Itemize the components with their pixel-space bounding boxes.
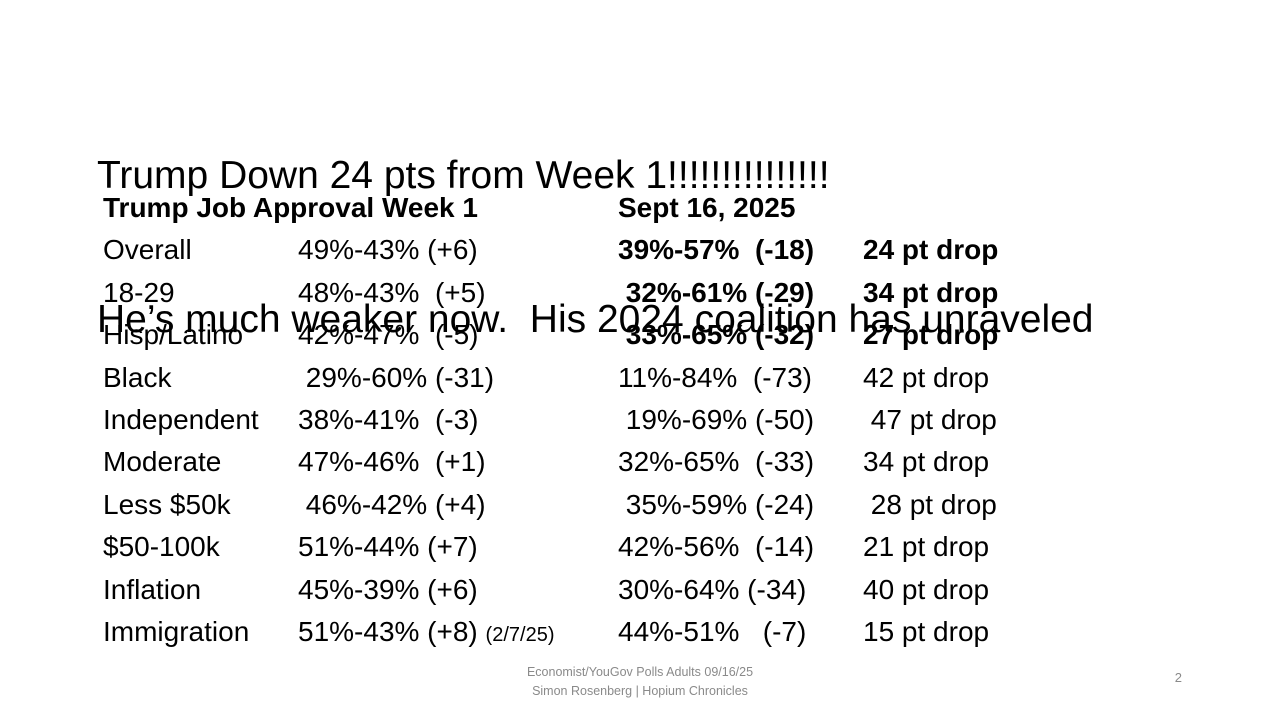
- page-number: 2: [1174, 670, 1182, 685]
- table-row: Inflation 45%-39% (+6) 30%-64% (-34) 40 pt …: [103, 569, 998, 611]
- row-sept: 33%-65% (-32): [618, 319, 815, 351]
- row-label: Independent: [103, 403, 259, 435]
- table-header-week1: Trump Job Approval Week 1: [103, 192, 478, 223]
- row-week1-cell: 48%-43% (+5): [298, 272, 618, 317]
- row-drop: 28 pt drop: [863, 488, 997, 520]
- table-row: Less $50k 46%-42% (+4) 35%-59% (-24) 28 …: [103, 484, 998, 526]
- row-label: Black: [103, 361, 172, 393]
- row-week1: 47%-46% (+1): [298, 446, 486, 478]
- row-week1-cell: 47%-46% (+1): [298, 441, 618, 486]
- row-drop: 27 pt drop: [863, 319, 999, 351]
- row-drop: 34 pt drop: [863, 446, 990, 478]
- table-header-sept16: Sept 16, 2025: [618, 192, 796, 223]
- row-label: Immigration: [103, 615, 250, 647]
- table-row: 18-29 48%-43% (+5) 32%-61% (-29) 34 pt dro…: [103, 272, 998, 314]
- row-week1: 49%-43% (+6): [298, 234, 478, 266]
- row-drop: 21 pt drop: [863, 531, 990, 563]
- footer-source-line: Economist/YouGov Polls Adults 09/16/25: [526, 665, 754, 679]
- row-week1-cell: 29%-60% (-31): [298, 357, 618, 402]
- row-week1: 29%-60% (-31): [298, 361, 495, 393]
- row-week1-cell: 46%-42% (+4): [298, 484, 618, 529]
- row-week1: 46%-42% (+4): [298, 488, 486, 520]
- row-week1: 42%-47% (-5): [298, 319, 479, 351]
- table-header-row: Trump Job Approval Week 1 Sept 16, 2025: [103, 187, 998, 229]
- poll-table: Trump Job Approval Week 1 Sept 16, 2025 O…: [103, 187, 998, 653]
- row-sept: 44%-51% (-7): [618, 615, 807, 647]
- table-row: Hisp/Latino 42%-47% (-5) 33%-65% (-32) 27 …: [103, 314, 998, 356]
- row-sept: 42%-56% (-14): [618, 531, 815, 563]
- row-sept: 19%-69% (-50): [618, 403, 815, 435]
- row-week1-cell: 51%-43% (+8) (2/7/25): [298, 611, 618, 656]
- row-label: Overall: [103, 234, 192, 266]
- row-drop: 40 pt drop: [863, 573, 990, 605]
- row-week1: 45%-39% (+6): [298, 573, 478, 605]
- row-drop: 34 pt drop: [863, 276, 999, 308]
- row-label: Inflation: [103, 573, 202, 605]
- footer-author-line: Simon Rosenberg | Hopium Chronicles: [532, 684, 748, 698]
- row-drop: 47 pt drop: [863, 403, 997, 435]
- row-drop: 42 pt drop: [863, 361, 990, 393]
- row-sept: 32%-61% (-29): [618, 276, 815, 308]
- table-row: Overall 49%-43% (+6) 39%-57% (-18) 24 pt dr…: [103, 229, 998, 271]
- row-sept: 11%-84% (-73): [618, 361, 813, 393]
- row-week1-cell: 49%-43% (+6): [298, 229, 618, 274]
- slide-title: Trump Down 24 pts from Week 1!!!!!!!!!!!…: [97, 56, 1094, 440]
- row-sept: 32%-65% (-33): [618, 446, 815, 478]
- table-row: $50-100k 51%-44% (+7) 42%-56% (-14) 21 pt d…: [103, 526, 998, 568]
- row-sept: 30%-64% (-34): [618, 573, 807, 605]
- slide-footer: Economist/YouGov Polls Adults 09/16/25 S…: [0, 663, 1280, 701]
- table-row: Immigration 51%-43% (+8) (2/7/25) 44%-51% …: [103, 611, 998, 653]
- row-drop: 15 pt drop: [863, 615, 990, 647]
- row-week1: 38%-41% (-3): [298, 403, 479, 435]
- row-week1: 48%-43% (+5): [298, 276, 486, 308]
- poll-table-body: Overall 49%-43% (+6) 39%-57% (-18) 24 pt dr…: [103, 229, 998, 653]
- row-week1: 51%-43% (+8): [298, 615, 486, 647]
- row-sept: 35%-59% (-24): [618, 488, 815, 520]
- table-row: Black 29%-60% (-31) 11%-84% (-73) 42 pt dr…: [103, 357, 998, 399]
- row-week1-cell: 45%-39% (+6): [298, 569, 618, 614]
- row-label: Less $50k: [103, 488, 231, 520]
- table-row: Moderate 47%-46% (+1) 32%-65% (-33) 34 pt d…: [103, 441, 998, 483]
- table-row: Independent 38%-41% (-3) 19%-69% (-50) 47…: [103, 399, 998, 441]
- row-label: Moderate: [103, 446, 222, 478]
- row-week1-cell: 38%-41% (-3): [298, 399, 618, 444]
- row-label: 18-29: [103, 276, 175, 308]
- slide-title-line-2: He’s much weaker now. His 2024 coalition…: [97, 298, 1094, 341]
- row-label: Hisp/Latino: [103, 319, 244, 351]
- row-week1-cell: 42%-47% (-5): [298, 314, 618, 359]
- row-week1: 51%-44% (+7): [298, 531, 478, 563]
- row-week1-cell: 51%-44% (+7): [298, 526, 618, 571]
- row-label: $50-100k: [103, 531, 220, 563]
- slide-title-line-1: Trump Down 24 pts from Week 1!!!!!!!!!!!…: [97, 154, 830, 197]
- row-week1-note: (2/7/25): [485, 623, 555, 646]
- row-drop: 24 pt drop: [863, 234, 999, 266]
- row-sept: 39%-57% (-18): [618, 234, 815, 266]
